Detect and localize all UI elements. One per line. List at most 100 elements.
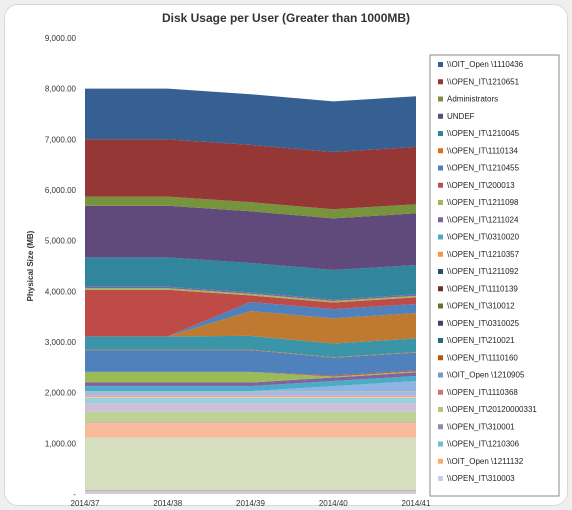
legend-label: \\OPEN_IT\1110139 [447, 284, 518, 293]
x-tick-label: 2014/41 [402, 499, 431, 508]
area-series-30 [85, 139, 416, 210]
legend-label: \\OPEN_IT\0310020 [447, 233, 520, 242]
area-series-31 [85, 88, 416, 152]
y-tick-label: 6,000.00 [45, 186, 77, 195]
area-series-29 [85, 196, 416, 219]
legend-label: \\OPEN_IT\1110368 [447, 388, 518, 397]
area-series-group [85, 88, 416, 494]
y-tick-label: 1,000.00 [45, 439, 77, 448]
legend-swatch [438, 407, 443, 412]
legend-label: \\OPEN_IT\20120000331 [447, 405, 537, 414]
area-series-14 [85, 375, 416, 392]
legend-label: \\OIT_Open \1211132 [447, 457, 524, 466]
area-series-11 [85, 395, 416, 397]
legend-swatch [438, 182, 443, 188]
x-axis-ticks: 2014/37 2014/38 2014/39 2014/40 2014/41 [71, 499, 431, 508]
legend-swatch [438, 217, 443, 223]
area-series-8 [85, 403, 416, 412]
legend-swatch [438, 200, 443, 205]
legend-swatch [438, 234, 443, 240]
legend: \\OIT_Open \1110436 \\OPEN_IT\1210651 Admi… [438, 60, 537, 483]
chart-title: Disk Usage per User (Greater than 1000MB… [162, 11, 410, 25]
legend-label: \\OPEN_IT\1211098 [447, 198, 519, 207]
legend-swatch [438, 338, 443, 343]
legend-label: \\OPEN_IT\1210651 [447, 77, 520, 86]
area-series-2 [85, 490, 416, 492]
area-series-15 [85, 372, 416, 387]
legend-swatch [438, 79, 443, 85]
area-series-6 [85, 422, 416, 424]
legend-label: \\OPEN_IT\1211024 [447, 215, 519, 224]
area-series-0 [85, 492, 416, 494]
legend-swatch [438, 441, 443, 447]
legend-label: \\OPEN_IT\1210306 [447, 440, 520, 449]
legend-swatch [438, 113, 443, 119]
y-tick-label: 3,000.00 [45, 338, 77, 347]
area-series-4 [85, 437, 416, 490]
area-series-23 [85, 289, 416, 337]
y-tick-label: 9,000.00 [45, 34, 77, 43]
legend-label: UNDEF [447, 112, 475, 121]
legend-swatch [438, 286, 443, 292]
x-tick-label: 2014/37 [71, 499, 100, 508]
y-tick-label: - [73, 490, 76, 499]
legend-swatch [438, 251, 443, 257]
legend-label: \\OPEN_IT\1110160 [447, 353, 518, 362]
legend-swatch [438, 372, 443, 378]
legend-swatch [438, 62, 443, 67]
area-series-9 [85, 397, 416, 404]
legend-label: \\OPEN_IT\1110134 [447, 146, 518, 155]
legend-label: \\OPEN_IT\0310025 [447, 319, 520, 328]
legend-swatch [438, 355, 443, 361]
area-series-18 [85, 350, 416, 376]
legend-swatch [438, 458, 443, 464]
legend-label: \\OPEN_IT\310003 [447, 474, 515, 483]
x-tick-label: 2014/40 [319, 499, 348, 508]
legend-swatch [438, 320, 443, 326]
legend-label: \\OPEN_IT\1210045 [447, 129, 520, 138]
area-series-22 [85, 301, 416, 337]
legend-label: Administrators [447, 95, 498, 104]
legend-swatch [438, 131, 443, 136]
area-series-25 [85, 286, 416, 301]
legend-swatch [438, 303, 443, 309]
area-series-5 [85, 423, 416, 438]
y-tick-label: 8,000.00 [45, 85, 77, 94]
area-series-13 [85, 381, 416, 392]
legend-label: \\OPEN_IT\310012 [447, 302, 515, 311]
y-axis-label: Physical Size (MB) [26, 230, 35, 301]
area-series-3 [85, 489, 416, 491]
legend-swatch [438, 96, 443, 102]
legend-swatch [438, 269, 443, 274]
legend-label: \\OPEN_IT\200013 [447, 181, 515, 190]
legend-label: \\OPEN_IT\1210357 [447, 250, 520, 259]
legend-swatch [438, 424, 443, 430]
area-series-7 [85, 411, 416, 423]
area-series-20 [85, 335, 416, 358]
area-series-16 [85, 371, 416, 383]
legend-label: \\OPEN_IT\310001 [447, 422, 515, 431]
legend-swatch [438, 148, 443, 154]
legend-label: \\OPEN_IT\1211092 [447, 267, 519, 276]
legend-label: \\OIT_Open \1210905 [447, 371, 525, 380]
y-tick-label: 5,000.00 [45, 237, 77, 246]
legend-label: \\OPEN_IT\1210455 [447, 164, 520, 173]
area-series-28 [85, 205, 416, 271]
legend-label: \\OPEN_IT\210021 [447, 336, 515, 345]
legend-box [429, 54, 560, 497]
area-series-10 [85, 396, 416, 398]
y-tick-label: 7,000.00 [45, 135, 77, 144]
x-tick-label: 2014/38 [153, 499, 182, 508]
legend-label: \\OIT_Open \1110436 [447, 60, 524, 69]
x-tick-label: 2014/39 [236, 499, 265, 508]
y-tick-label: 4,000.00 [45, 287, 77, 296]
area-series-12 [85, 391, 416, 396]
area-series-1 [85, 491, 416, 493]
y-tick-label: 2,000.00 [45, 389, 77, 398]
area-series-27 [85, 257, 416, 300]
legend-swatch [438, 165, 443, 171]
area-series-24 [85, 288, 416, 303]
y-axis-ticks: - 1,000.00 2,000.00 3,000.00 4,000.00 5,000.0… [45, 34, 77, 499]
legend-swatch [438, 389, 443, 395]
